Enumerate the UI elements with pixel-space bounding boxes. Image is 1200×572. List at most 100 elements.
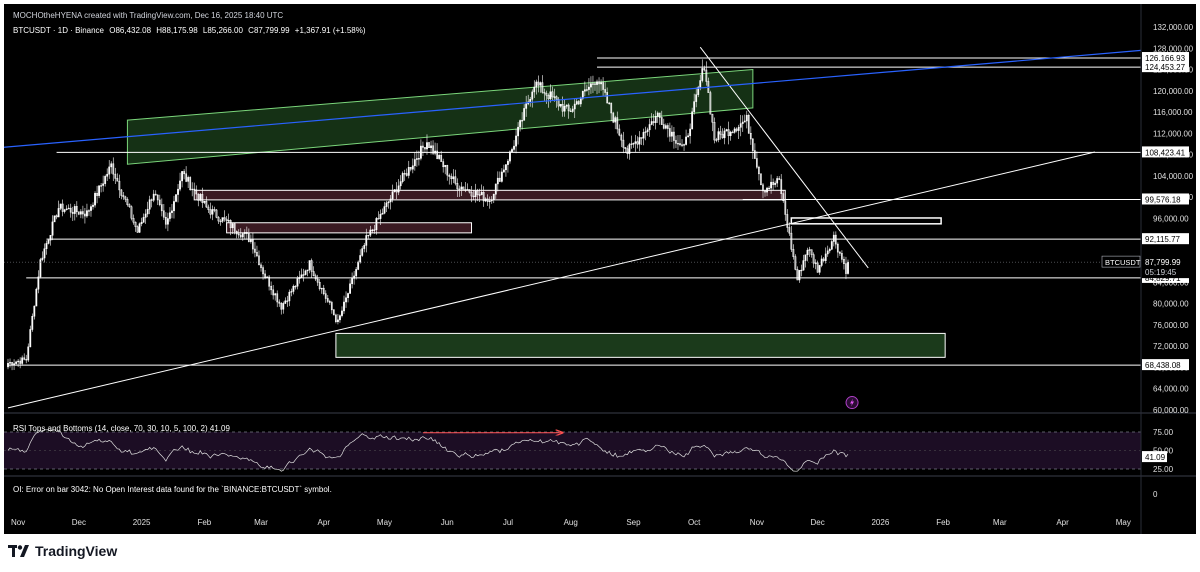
candle-body: [782, 193, 785, 202]
candle-body: [193, 188, 196, 191]
candle-body: [557, 99, 560, 107]
ohlc-change: +1,367.91 (+1.58%): [294, 26, 366, 35]
chart-frame[interactable]: 132,000.00128,000.00124,000.00120,000.00…: [4, 4, 1196, 534]
candle-body: [162, 210, 165, 218]
symbol-legend[interactable]: BTCUSDT · 1D · Binance O86,432.08 H88,17…: [13, 26, 369, 35]
candle-body: [553, 96, 556, 98]
candle-body: [806, 249, 809, 256]
candle-body: [547, 95, 550, 100]
candle-body: [144, 213, 147, 218]
candle-body: [478, 194, 481, 196]
candle-body: [758, 166, 760, 175]
candle-body: [711, 113, 714, 123]
candle-body: [237, 233, 240, 236]
candle-body: [379, 214, 382, 219]
chart-canvas[interactable]: 132,000.00128,000.00124,000.00120,000.00…: [4, 4, 1196, 534]
tradingview-logo[interactable]: TradingView: [8, 543, 117, 559]
candle-body: [735, 128, 738, 131]
lightning-icon[interactable]: [845, 396, 859, 410]
candle-body: [341, 310, 343, 316]
candle-body: [458, 188, 461, 190]
candle-body: [571, 108, 574, 112]
candle-body: [513, 145, 515, 150]
candle-body: [339, 315, 341, 321]
candle-body: [511, 149, 513, 152]
candle-body: [610, 102, 613, 114]
time-tick-label: Feb: [197, 518, 211, 527]
demand-zone-green[interactable]: [335, 332, 946, 358]
candle-body: [677, 143, 679, 145]
blue-trendline[interactable]: [4, 49, 1142, 148]
candle-body: [466, 189, 469, 191]
rsi-line[interactable]: [7, 429, 849, 472]
candle-body: [215, 209, 218, 218]
resistance-box[interactable]: [790, 217, 942, 225]
candle-body: [258, 255, 260, 266]
supply-zone-red-small[interactable]: [226, 222, 473, 234]
candle-body: [96, 193, 98, 196]
candle-body: [233, 223, 236, 232]
candle-body: [664, 125, 667, 129]
candle-body: [681, 144, 683, 146]
candle-body: [847, 261, 849, 274]
candle-body: [745, 114, 748, 122]
rsi-legend[interactable]: RSI Tops and Bottoms (14, close, 70, 30,…: [13, 424, 230, 433]
candle-body: [577, 101, 580, 105]
candle-body: [383, 206, 386, 214]
candle-body: [264, 273, 266, 278]
candle-body: [112, 163, 115, 175]
candle-body: [49, 235, 52, 241]
candle-body: [658, 112, 661, 118]
candle-body: [638, 137, 641, 145]
candle-body: [387, 201, 390, 204]
candle-body: [134, 221, 137, 227]
candle-body: [23, 357, 26, 360]
candle-body: [636, 141, 639, 145]
candle-body: [573, 103, 576, 110]
candle-body: [535, 81, 538, 88]
descending-trendline[interactable]: [699, 46, 869, 269]
candle-body: [788, 227, 791, 234]
ohlc-close: C87,799.99: [248, 26, 290, 35]
candle-body: [114, 173, 117, 179]
candle-body: [320, 287, 323, 290]
candle-body: [245, 232, 248, 234]
candle-body: [505, 164, 507, 171]
time-tick-label: Aug: [564, 518, 578, 527]
candle-body: [608, 102, 611, 104]
candle-body: [565, 104, 568, 107]
candle-body: [450, 176, 453, 179]
candle-body: [600, 82, 602, 85]
candle-body: [33, 305, 36, 317]
candle-body: [405, 173, 408, 176]
candle-body: [496, 177, 499, 185]
candle-body: [142, 217, 145, 223]
candle-body: [417, 158, 420, 160]
candle-body: [29, 329, 32, 348]
candle-body: [183, 171, 186, 175]
price-tick-label: 60,000.00: [1153, 406, 1189, 415]
long-term-trendline[interactable]: [7, 151, 1096, 409]
time-tick-label: Mar: [254, 518, 268, 527]
candle-body: [618, 128, 621, 136]
candle-body: [128, 204, 131, 207]
candle-body: [290, 291, 293, 293]
candle-body: [529, 99, 532, 103]
candle-body: [75, 206, 78, 213]
ohlc-open: O86,432.08: [109, 26, 152, 35]
candle-body: [747, 114, 750, 134]
rising-channel-green[interactable]: [126, 69, 754, 165]
candle-body: [583, 89, 586, 92]
candle-body: [430, 145, 432, 149]
candle-body: [407, 166, 410, 176]
candle-body: [45, 243, 48, 249]
candle-body: [332, 309, 335, 316]
candle-body: [774, 182, 777, 185]
candle-body: [181, 171, 183, 182]
candle-body: [822, 258, 825, 261]
candle-body: [798, 270, 801, 281]
candle-body: [719, 131, 722, 135]
candle-body: [502, 169, 505, 173]
candle-body: [438, 155, 441, 159]
candle-body: [391, 191, 394, 200]
